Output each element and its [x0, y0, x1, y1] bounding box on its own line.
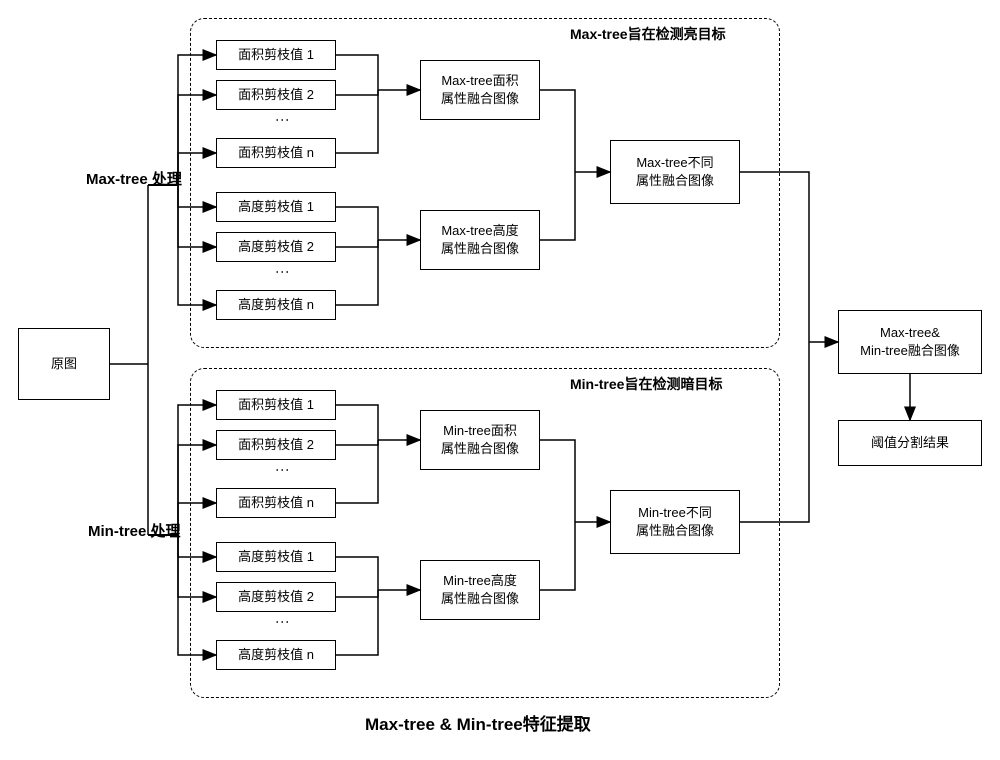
- prune-box: 面积剪枝值 1: [216, 40, 336, 70]
- max-area-fuse: Max-tree面积属性融合图像: [420, 60, 540, 120]
- out-line1: Max-tree&: [880, 324, 940, 342]
- source-image-box: 原图: [18, 328, 110, 400]
- min-area-fuse: Min-tree面积属性融合图像: [420, 410, 540, 470]
- max-tree-proc-label: Max-tree 处理: [86, 168, 182, 189]
- min-attr-fuse: Min-tree不同属性融合图像: [610, 490, 740, 554]
- prune-box: 高度剪枝值 2: [216, 232, 336, 262]
- output-threshold-box: 阈值分割结果: [838, 420, 982, 466]
- ellipsis-icon: ⋮: [275, 113, 291, 129]
- ellipsis-icon: ⋮: [275, 463, 291, 479]
- prune-box: 面积剪枝值 2: [216, 430, 336, 460]
- prune-box: 高度剪枝值 1: [216, 192, 336, 222]
- min-group-caption: Min-tree旨在检测暗目标: [570, 374, 722, 394]
- max-attr-fuse: Max-tree不同属性融合图像: [610, 140, 740, 204]
- max-group-caption: Max-tree旨在检测亮目标: [570, 24, 726, 44]
- prune-box: 高度剪枝值 2: [216, 582, 336, 612]
- prune-box: 面积剪枝值 n: [216, 488, 336, 518]
- prune-box: 面积剪枝值 2: [216, 80, 336, 110]
- max-height-fuse: Max-tree高度属性融合图像: [420, 210, 540, 270]
- prune-box: 高度剪枝值 n: [216, 640, 336, 670]
- output-fuse-box: Max-tree& Min-tree融合图像: [838, 310, 982, 374]
- source-label: 原图: [51, 355, 77, 373]
- out-thr: 阈值分割结果: [871, 434, 949, 452]
- prune-box: 高度剪枝值 n: [216, 290, 336, 320]
- out-line2: Min-tree融合图像: [860, 342, 960, 360]
- prune-box: 面积剪枝值 n: [216, 138, 336, 168]
- ellipsis-icon: ⋮: [275, 615, 291, 631]
- section-title: Max-tree & Min-tree特征提取: [365, 710, 591, 735]
- prune-box: 高度剪枝值 1: [216, 542, 336, 572]
- min-tree-proc-label: Min-tree 处理: [88, 520, 181, 541]
- min-height-fuse: Min-tree高度属性融合图像: [420, 560, 540, 620]
- prune-box: 面积剪枝值 1: [216, 390, 336, 420]
- ellipsis-icon: ⋮: [275, 265, 291, 281]
